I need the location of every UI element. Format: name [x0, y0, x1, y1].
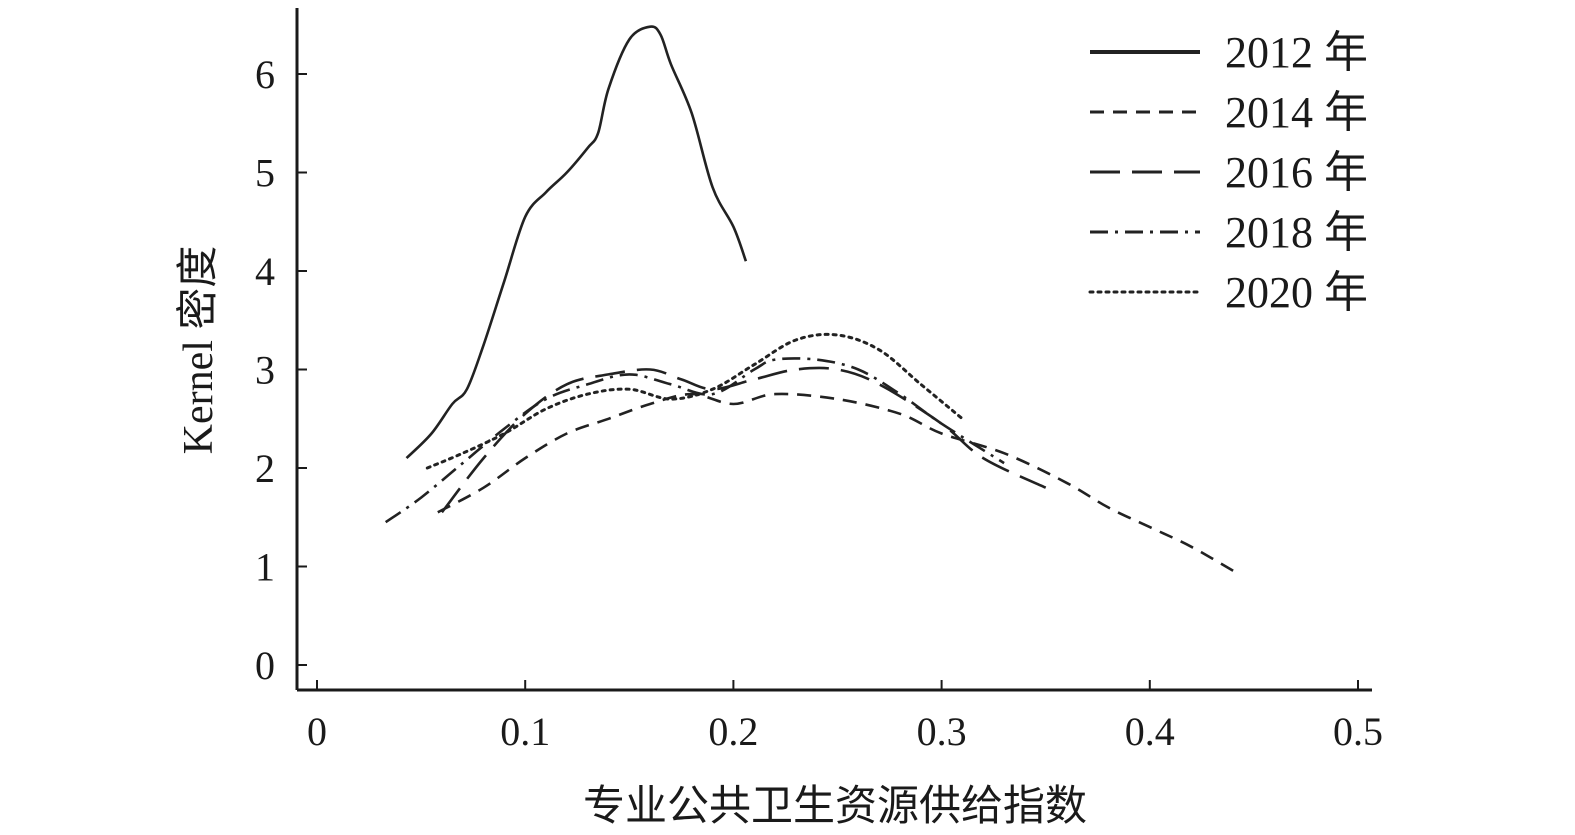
legend-label-0: 2012 年	[1225, 28, 1368, 77]
series-line-0	[405, 25, 748, 460]
y-tick-label: 5	[255, 151, 275, 196]
legend: 2012 年 2014 年 2016 年 2018 年 2020 年	[1088, 28, 1368, 317]
legend-label-2: 2016 年	[1225, 148, 1368, 197]
legend-label-1: 2014 年	[1225, 88, 1368, 137]
y-tick-label: 3	[255, 348, 275, 393]
legend-label-3: 2018 年	[1225, 208, 1368, 257]
y-tick-label: 1	[255, 545, 275, 590]
series-line-1	[437, 392, 1240, 576]
x-tick-label: 0.4	[1125, 709, 1175, 754]
x-tick-label: 0	[307, 709, 327, 754]
series-line-4	[425, 332, 964, 470]
series-layer	[384, 25, 1240, 576]
x-tick-label: 0.2	[708, 709, 758, 754]
x-axis-title: 专业公共卫生资源供给指数	[583, 784, 1087, 830]
y-tick-label: 6	[255, 52, 275, 97]
axes: 0 0.1 0.2 0.3 0.4 0.5 0 1 2 3 4 5 6	[255, 8, 1383, 754]
x-tick-label: 0.1	[500, 709, 550, 754]
y-tick-label: 0	[255, 643, 275, 688]
x-tick-label: 0.3	[917, 709, 967, 754]
legend-label-4: 2020 年	[1225, 268, 1368, 317]
y-axis-title: Kernel 密度	[175, 246, 222, 455]
series-line-2	[440, 366, 1047, 514]
series-line-3	[384, 357, 1005, 524]
x-tick-label: 0.5	[1333, 709, 1383, 754]
y-tick-label: 2	[255, 446, 275, 491]
y-tick-label: 4	[255, 249, 275, 294]
